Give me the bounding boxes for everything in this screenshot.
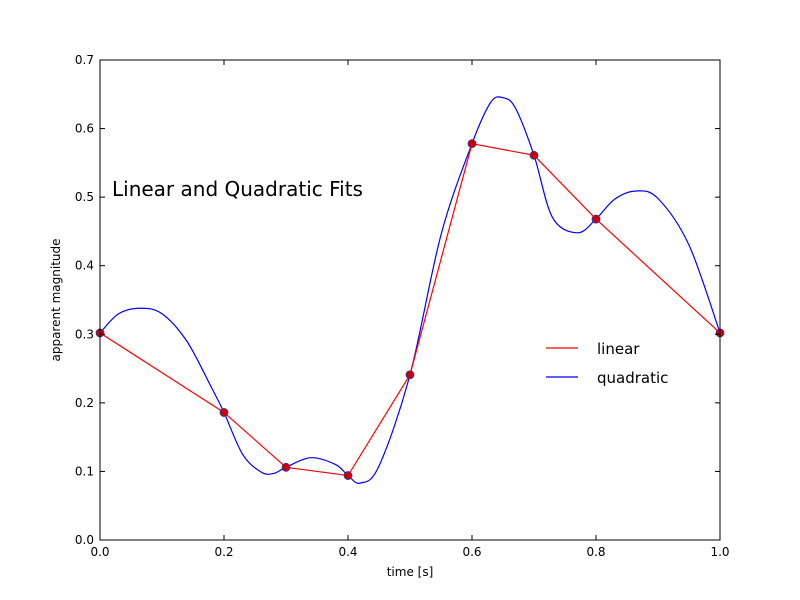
plot-frame: [99, 59, 721, 541]
y-tick-label: 0.1: [75, 464, 94, 478]
data-point: [343, 471, 353, 480]
x-axis-label: time [s]: [387, 565, 434, 579]
y-tick-label: 0.4: [75, 259, 94, 273]
y-tick-label: 0.2: [75, 396, 94, 410]
data-point: [281, 462, 291, 472]
data-point: [219, 408, 229, 417]
x-tick-label: 0.8: [586, 545, 605, 559]
legend: linear quadratic: [546, 340, 668, 387]
x-tick-label: 0.2: [214, 545, 233, 559]
data-point: [591, 214, 601, 224]
x-axis-ticks: 0.0 0.2 0.4 0.6 0.8 1.0: [90, 60, 730, 559]
x-tick-label: 1.0: [710, 545, 729, 559]
y-tick-label: 0.5: [75, 190, 94, 204]
legend-label-linear: linear: [597, 340, 640, 358]
plot-area: [100, 60, 720, 540]
y-tick-label: 0.0: [75, 533, 94, 547]
y-tick-label: 0.6: [75, 122, 94, 136]
y-tick-label: 0.3: [75, 327, 94, 341]
data-point: [467, 139, 477, 149]
y-axis-ticks: 0.0 0.1 0.2 0.3 0.4 0.5 0.6 0.7: [75, 53, 720, 547]
x-tick-label: 0.4: [338, 545, 357, 559]
x-tick-label: 0.0: [90, 545, 109, 559]
x-tick-label: 0.6: [462, 545, 481, 559]
data-point: [405, 370, 415, 380]
legend-label-quadratic: quadratic: [597, 369, 668, 387]
plot-annotation: Linear and Quadratic Fits: [112, 177, 363, 201]
y-tick-label: 0.7: [75, 53, 94, 67]
y-axis-label: apparent magnitude: [49, 238, 63, 361]
data-point: [529, 150, 539, 160]
